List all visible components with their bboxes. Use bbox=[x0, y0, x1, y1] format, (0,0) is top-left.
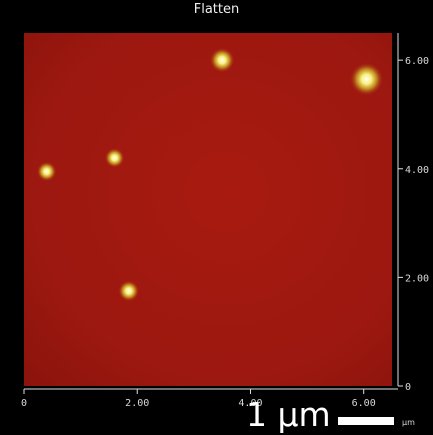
scale-bar-unit: µm bbox=[402, 418, 415, 427]
y-tick-label: 0 bbox=[405, 382, 411, 393]
y-axis: 0 2.00 4.00 6.00 bbox=[397, 33, 429, 393]
scale-bar-label: 1 µm bbox=[246, 395, 331, 434]
y-tick-label: 6.00 bbox=[405, 56, 429, 67]
x-tick-label: 2.00 bbox=[125, 398, 149, 409]
height-map-substrate bbox=[24, 33, 392, 386]
particle-1 bbox=[209, 47, 235, 73]
particle-3 bbox=[104, 147, 125, 168]
particle-2 bbox=[349, 62, 384, 96]
y-tick-label: 4.00 bbox=[405, 165, 429, 176]
particles-layer bbox=[36, 47, 384, 302]
scale-bar bbox=[338, 417, 394, 425]
x-tick-label: 4.00 bbox=[238, 398, 262, 409]
particle-4 bbox=[36, 161, 57, 182]
y-tick-label: 2.00 bbox=[405, 273, 429, 284]
x-tick-label: 6.00 bbox=[352, 398, 376, 409]
particle-5 bbox=[118, 280, 140, 302]
x-axis: 0 2.00 4.00 6.00 bbox=[21, 388, 398, 409]
window-title: Flatten bbox=[193, 2, 240, 17]
x-tick-label: 0 bbox=[21, 398, 27, 409]
